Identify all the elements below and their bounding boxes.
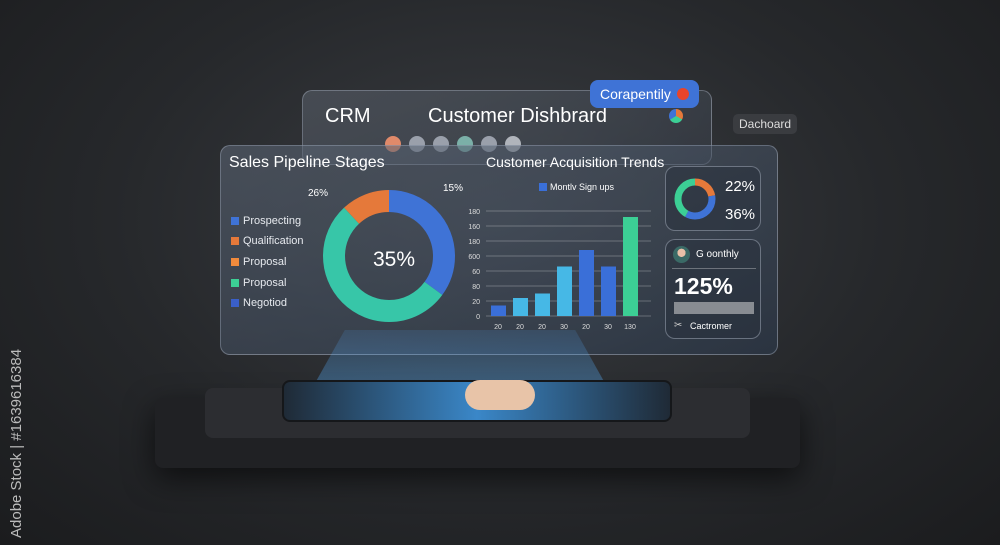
watermark: Adobe Stock | #1639616384 [8,348,25,538]
legend-label: Qualification [243,235,304,247]
user-name: G oonthly [696,249,739,260]
legend-label: Prospecting [243,215,302,227]
progress-bar [674,302,754,314]
legend-item: Prospecting [231,215,301,227]
bar-legend-label: Montlv Sign ups [550,182,615,192]
legend-item: Proposal [231,256,286,268]
crm-label: CRM [325,105,371,127]
notification-dot-icon [676,88,689,100]
legend-label: Proposal [243,277,287,289]
hand-icon [465,380,535,410]
main-panel: Sales Pipeline Stages Prospecting Qualif… [220,145,778,355]
x-tick-label: 20 [516,324,524,331]
donut-slice [323,190,455,322]
bar-chart-title: Customer Acquisition Trends [486,154,665,170]
y-tick-label: 180 [468,209,480,216]
status-badge[interactable]: Corapentily [590,80,699,108]
y-tick-label: 80 [472,284,480,291]
x-tick-label: 20 [582,324,590,331]
page-title: Customer Dishbrard [428,105,607,127]
bar [513,298,528,316]
y-tick-label: 600 [468,254,480,261]
bar [535,293,550,316]
customer-card: G oonthly 125% ✂ Cactromer [665,239,761,339]
bar-legend: Montlv Sign ups [539,182,614,192]
legend-swatch [231,217,239,225]
stat-22: 22% [725,178,756,195]
legend-item: Proposal [231,277,286,289]
bar [623,217,638,316]
donut-label-right: 15% [443,183,464,194]
donut-label-left: 26% [308,188,329,199]
mini-donut-chart [674,178,716,220]
x-tick-label: 130 [624,324,636,331]
badge-label: Corapentily [600,86,671,102]
stat-36: 36% [725,206,756,223]
legend-label: Proposal [243,256,287,268]
bar [601,266,616,316]
avatar [673,246,690,263]
pipeline-title: Sales Pipeline Stages [229,154,385,171]
bar [579,250,594,316]
donut-slice [674,178,716,220]
x-tick-label: 30 [560,324,568,331]
legend-label: Negotiod [243,297,288,309]
x-tick-label: 20 [494,324,502,331]
y-tick-label: 20 [472,299,480,306]
customer-icon: ✂ [674,320,683,331]
donut-center-label: 35% [373,248,416,271]
legend-item: Negotiod [231,297,287,309]
legend-swatch [231,299,239,307]
donut-slice [323,190,455,322]
legend-swatch [231,237,239,245]
stats-card: 22% 36% [665,166,761,231]
y-tick-label: 60 [472,269,480,276]
tooltip: Dachoard [733,114,798,134]
y-tick-label: 160 [468,224,480,231]
legend-swatch [231,279,239,287]
pie-icon [669,109,683,123]
donut-slice [674,178,716,220]
bar [491,305,506,316]
customer-label: Cactromer [690,321,733,331]
acquisition-bar-chart: 180 160 180 600 60 80 20 0 20 20 20 30 20 30 130 [468,209,651,331]
legend-swatch [231,258,239,266]
y-tick-label: 0 [476,314,480,321]
y-tick-label: 180 [468,239,480,246]
growth-value: 125% [674,273,733,299]
pipeline-donut-chart [323,190,455,322]
bar [557,266,572,316]
x-tick-label: 20 [538,324,546,331]
x-tick-label: 30 [604,324,612,331]
legend-item: Qualification [231,235,304,247]
